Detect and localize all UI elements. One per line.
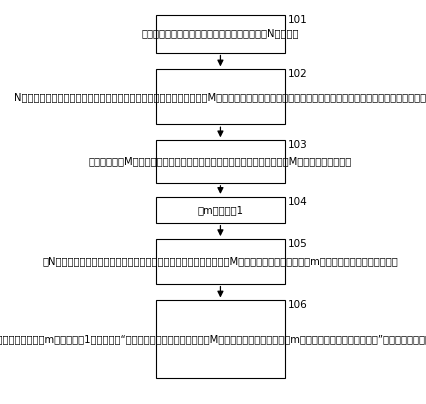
Text: 当N个所述粗颗粒再次存在空闲粗颗粒时，令m的数值增加1，返回步骤“利用空闲粗颗粒对重新排序后的M个子系统的分析序列中的第m个子系统的直流压降进行分析”，直到分析: 当N个所述粗颗粒再次存在空闲粗颗粒时，令m的数值增加1，返回步骤“利用空闲粗颗粒… [0,334,426,344]
FancyBboxPatch shape [155,301,285,378]
Text: 令m的数值为1: 令m的数值为1 [197,205,243,215]
Text: 101: 101 [287,15,306,25]
Text: N个所述粗颗粒独立的以层为单位按同样的方法将系统级集成电路划分为M个子系统，对系统级集成电路进行相同的网格剖分并建立相同的有限元稀疏矩阵: N个所述粗颗粒独立的以层为单位按同样的方法将系统级集成电路划分为M个子系统，对系… [14,92,426,102]
Text: 104: 104 [287,197,306,207]
FancyBboxPatch shape [155,197,285,223]
Text: 当N个所述粗颗粒存在空闲粗颗粒时，利用空闲粗颗粒对重新排序后的M个子系统的分析序列中的第m个子系统的直流压降进行分析: 当N个所述粗颗粒存在空闲粗颗粒时，利用空闲粗颗粒对重新排序后的M个子系统的分析序… [43,257,397,266]
Text: 102: 102 [287,69,306,79]
Text: 106: 106 [287,301,306,310]
FancyBboxPatch shape [155,140,285,183]
Text: 将粗颗粒针对M个子系统进行分析的顺序进行随机打乱，获得重新排序后的M个子系统的分析序列: 将粗颗粒针对M个子系统进行分析的顺序进行随机打乱，获得重新排序后的M个子系统的分… [89,157,351,166]
FancyBboxPatch shape [155,69,285,124]
Text: 103: 103 [287,140,306,150]
Text: 105: 105 [287,239,306,249]
Text: 以每个节点开启的每个进程为一个粗颗粒，建立N个粗颗粒: 以每个节点开启的每个进程为一个粗颗粒，建立N个粗颗粒 [141,29,299,39]
FancyBboxPatch shape [155,239,285,284]
FancyBboxPatch shape [155,15,285,53]
